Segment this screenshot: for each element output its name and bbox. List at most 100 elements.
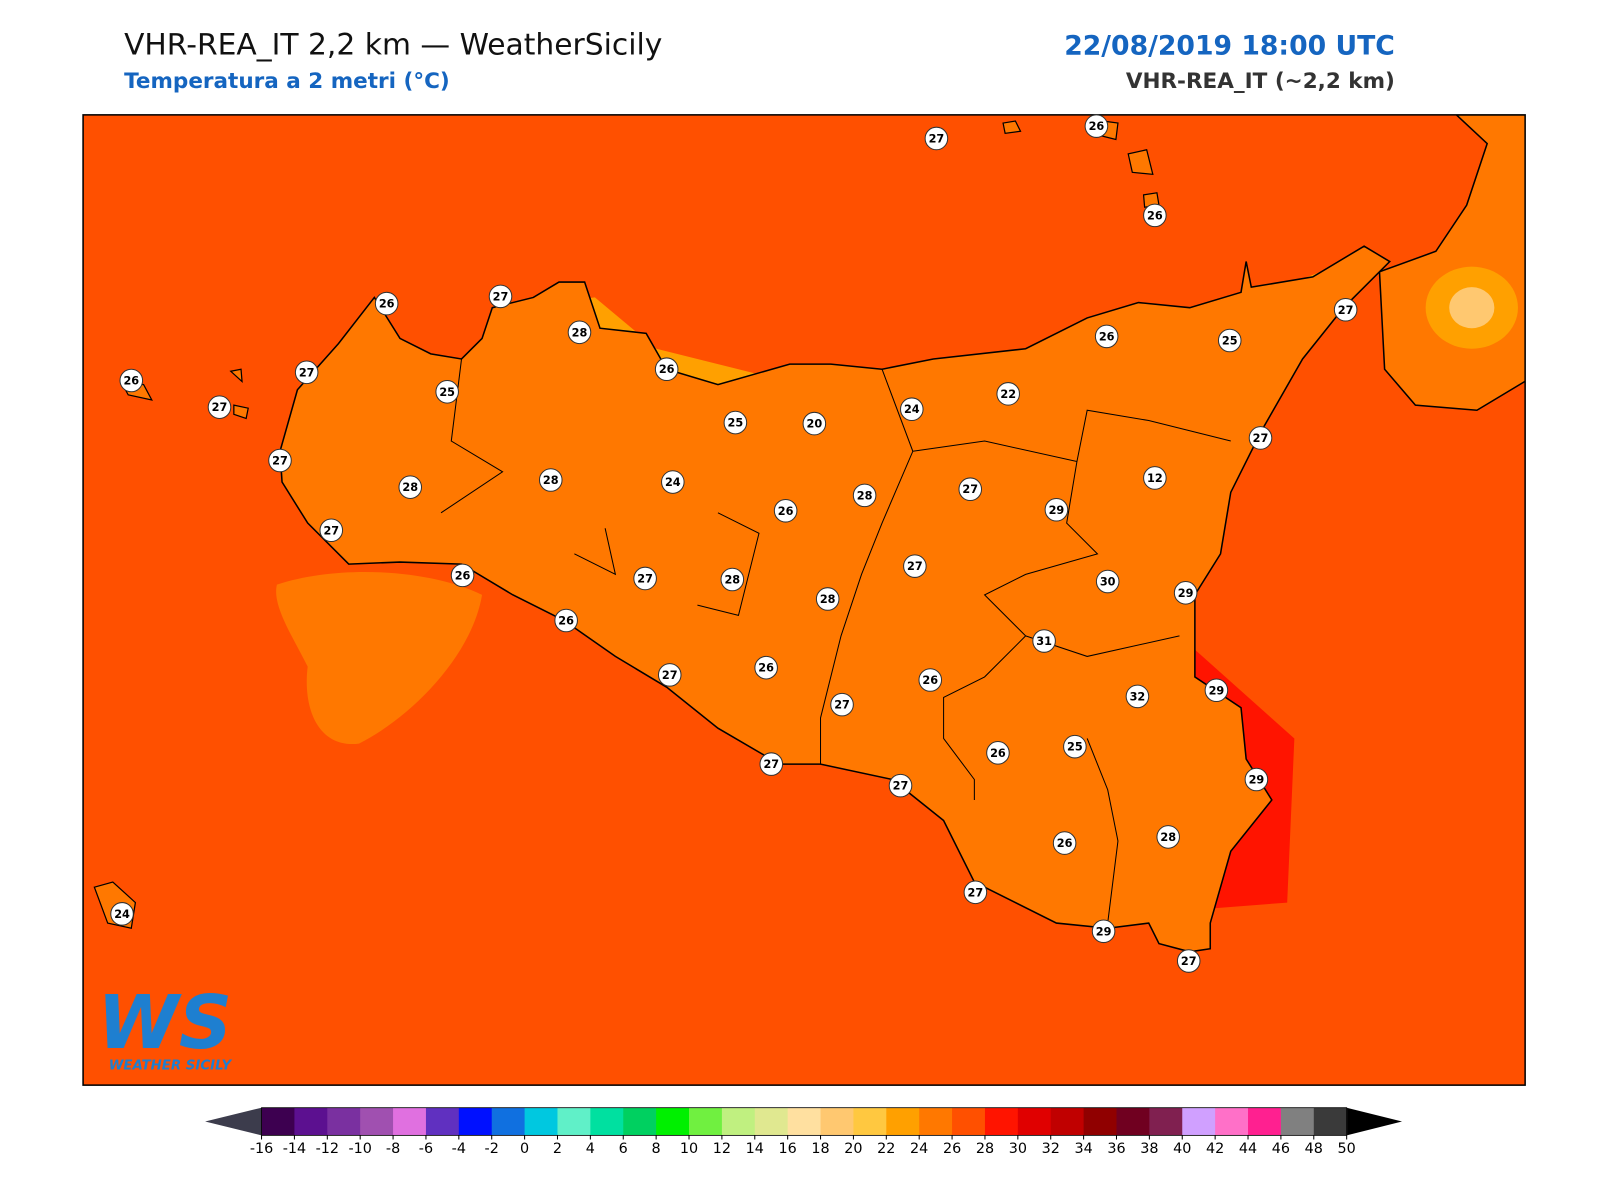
station-value: 31	[1036, 635, 1052, 648]
station: 28	[398, 475, 423, 499]
colorbar-tick-label: 50	[1338, 1141, 1356, 1157]
datetime: 22/08/2019 18:00 UTC	[1064, 30, 1395, 61]
station-marker	[723, 410, 748, 435]
colorbar-segment	[393, 1107, 427, 1136]
station: 31	[1032, 629, 1056, 653]
station-value: 26	[922, 674, 938, 687]
station-value: 28	[572, 326, 588, 339]
colorbar-tick-label: -12	[316, 1141, 339, 1157]
station: 26	[754, 655, 778, 680]
station-value: 26	[778, 505, 794, 518]
station: 26	[119, 368, 144, 393]
colorbar-tick-label: 28	[976, 1141, 994, 1157]
station: 27	[759, 752, 784, 776]
station-marker	[268, 448, 292, 473]
station-marker	[759, 752, 784, 776]
colorbar-tick-label: 38	[1140, 1141, 1158, 1157]
colorbar-segment	[1182, 1107, 1216, 1136]
station-marker	[654, 357, 679, 382]
station-value: 12	[1147, 472, 1163, 485]
station-marker	[1176, 949, 1201, 973]
colorbar-tick-label: 4	[586, 1141, 595, 1157]
station: 22	[996, 382, 1020, 406]
station-value: 28	[857, 489, 873, 502]
station-marker	[1095, 569, 1120, 594]
colorbar-segment	[886, 1107, 920, 1136]
colorbar-tick-label: -14	[283, 1141, 306, 1157]
sea-warm-area	[276, 571, 483, 745]
colorbar-under	[205, 1107, 262, 1136]
subtitle: Temperatura a 2 metri (°C)	[124, 69, 450, 94]
station: 28	[538, 468, 563, 492]
station-marker	[888, 773, 913, 798]
colorbar-segment	[1280, 1107, 1315, 1136]
colorbar-tick-label: 44	[1239, 1141, 1257, 1157]
station: 27	[488, 284, 513, 309]
station: 28	[815, 587, 840, 611]
colorbar-tick-label: -2	[485, 1141, 499, 1157]
station: 27	[294, 360, 319, 385]
station-marker	[1091, 919, 1116, 944]
station: 27	[319, 518, 344, 543]
station-marker	[1217, 328, 1242, 353]
station-value: 27	[212, 401, 228, 414]
station: 24	[899, 397, 924, 422]
station-value: 27	[962, 483, 978, 496]
station: 28	[852, 483, 877, 508]
colorbar-tick-label: 14	[746, 1141, 764, 1157]
station-value: 29	[1096, 925, 1112, 938]
station-marker	[110, 902, 134, 926]
colorbar-segment	[360, 1107, 394, 1136]
station-marker	[924, 126, 949, 151]
station-marker	[435, 380, 459, 404]
station-value: 29	[1209, 684, 1225, 697]
colorbar-segment	[689, 1107, 723, 1136]
station: 25	[723, 410, 748, 435]
station-marker	[1044, 497, 1069, 522]
station-marker	[852, 483, 877, 508]
colorbar-segment	[754, 1107, 789, 1136]
station-marker	[986, 741, 1010, 765]
colorbar-tick-label: 2	[553, 1141, 562, 1157]
colorbar-segment	[557, 1107, 591, 1136]
station: 28	[567, 320, 592, 345]
station-value: 28	[543, 474, 559, 487]
station-value: 28	[820, 593, 836, 606]
colorbar-tick-label: 30	[1009, 1141, 1027, 1157]
station-marker	[815, 587, 840, 611]
station: 26	[773, 498, 798, 523]
station-value: 20	[807, 418, 823, 431]
station: 32	[1125, 684, 1150, 709]
station-value: 27	[763, 758, 779, 771]
station-value: 27	[1181, 955, 1197, 968]
colorbar-segment	[327, 1107, 361, 1136]
station-value: 26	[1057, 837, 1073, 850]
colorbar-segment	[1083, 1107, 1118, 1136]
station-marker	[538, 468, 563, 492]
station: 27	[657, 663, 682, 687]
station-value: 26	[758, 662, 774, 675]
station-marker	[450, 563, 475, 588]
colorbar-tick-label: 24	[910, 1141, 928, 1157]
colorbar-segment	[1017, 1107, 1052, 1136]
station-marker	[720, 567, 745, 592]
station-marker	[963, 880, 988, 905]
colorbar-tick-label: 34	[1074, 1141, 1092, 1157]
colorbar-tick-label: 20	[844, 1141, 862, 1157]
station-value: 27	[323, 524, 339, 537]
map-frame	[82, 114, 1526, 1086]
station-value: 24	[665, 476, 681, 489]
station-value: 27	[929, 132, 945, 145]
station-marker	[1052, 831, 1077, 855]
station: 27	[1176, 949, 1201, 973]
station-marker	[1204, 678, 1229, 703]
station: 27	[963, 880, 988, 905]
station: 26	[374, 291, 399, 316]
station-marker	[1156, 825, 1180, 849]
colorbar-tick-label: -6	[419, 1141, 433, 1157]
station-value: 32	[1130, 690, 1146, 703]
station-marker	[918, 668, 943, 692]
station-value: 30	[1100, 576, 1116, 589]
